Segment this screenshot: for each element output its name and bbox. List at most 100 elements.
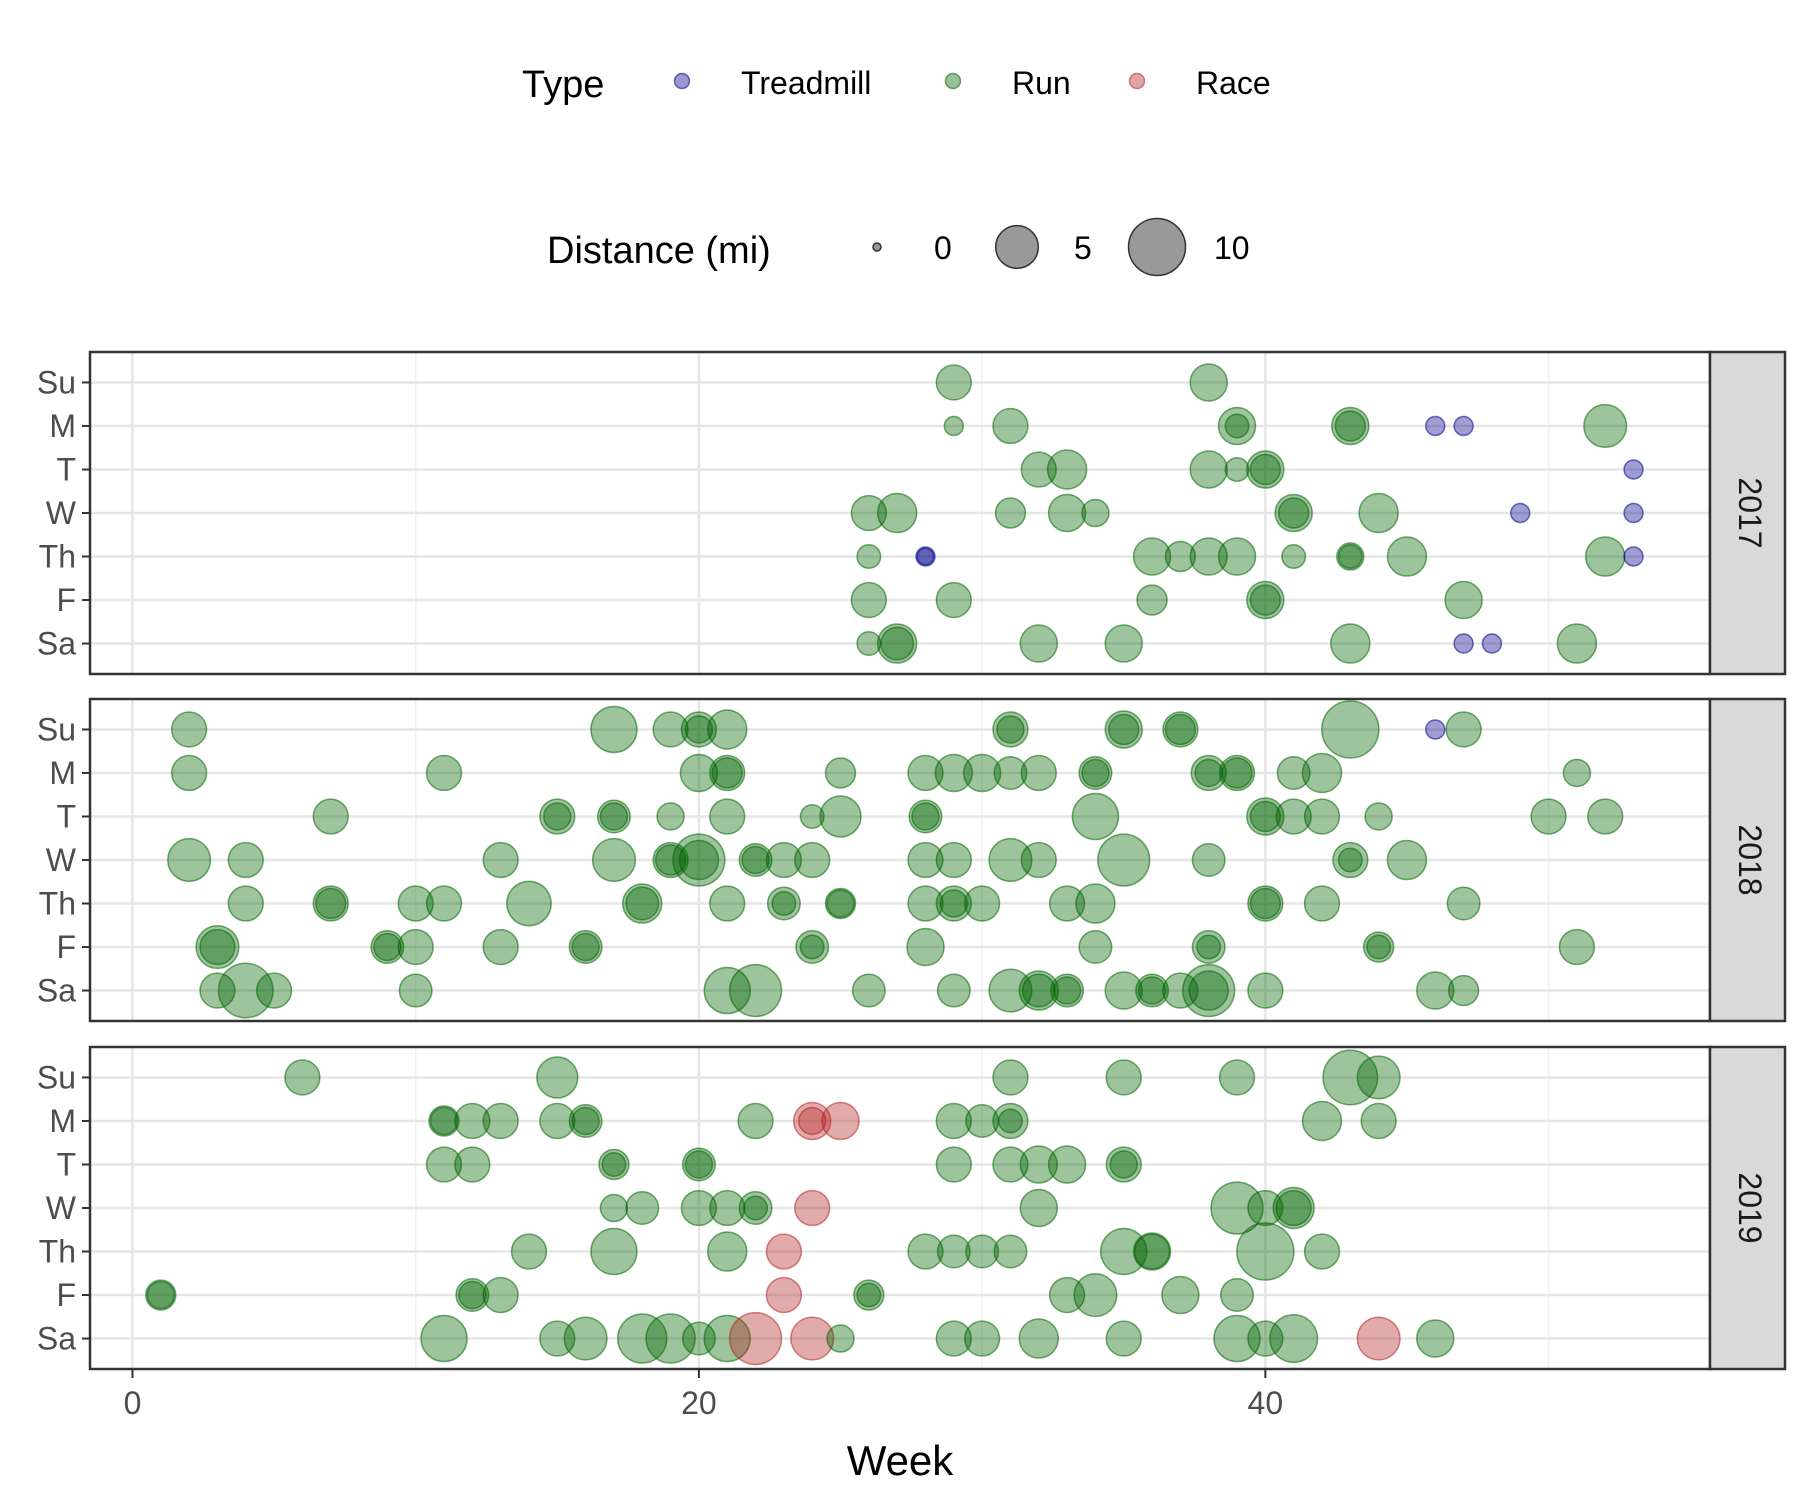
point-2018-run-27 bbox=[1081, 758, 1110, 788]
point-2019-race-51 bbox=[765, 1233, 803, 1270]
point-2019-run-88 bbox=[1247, 1320, 1284, 1357]
point-2017-run-34 bbox=[1217, 537, 1257, 576]
y-tick-label-w: W bbox=[46, 1190, 77, 1226]
point-2019-run-71 bbox=[1161, 1275, 1200, 1315]
x-tick-label-20: 20 bbox=[681, 1385, 717, 1421]
point-2017-run-32 bbox=[1164, 540, 1197, 573]
y-tick-label-t: T bbox=[56, 451, 76, 487]
point-2018-run-43 bbox=[819, 795, 862, 838]
point-2019-run-31 bbox=[992, 1146, 1029, 1183]
point-2017-run-2 bbox=[943, 415, 965, 437]
point-2018-run-135 bbox=[1416, 971, 1455, 1010]
legend-size-circle-0 bbox=[872, 242, 882, 252]
point-2018-run-41 bbox=[709, 798, 746, 835]
point-2018-run-93 bbox=[1075, 883, 1116, 924]
point-2018-run-118 bbox=[398, 973, 433, 1008]
point-2018-run-105 bbox=[571, 932, 600, 962]
point-2018-run-10 bbox=[1162, 711, 1199, 748]
point-2018-run-89 bbox=[935, 885, 972, 922]
point-2019-run-38 bbox=[680, 1189, 718, 1227]
point-2017-run-35 bbox=[1281, 544, 1307, 570]
point-2019-run-55 bbox=[993, 1234, 1028, 1269]
point-2017-run-44 bbox=[1246, 580, 1285, 620]
point-2019-run-67 bbox=[853, 1279, 885, 1311]
point-2017-treadmill-40 bbox=[1623, 546, 1644, 567]
point-2019-race-16 bbox=[797, 1106, 827, 1136]
legend-swatch-race bbox=[1128, 72, 1146, 90]
facet-strip-2019 bbox=[1708, 1045, 1787, 1371]
legend-label-treadmill: Treadmill bbox=[741, 65, 871, 101]
point-2019-run-84 bbox=[963, 1320, 1001, 1357]
point-2019-run-43 bbox=[1019, 1188, 1059, 1228]
point-2017-run-37 bbox=[1337, 544, 1363, 570]
legend-swatch-treadmill bbox=[673, 72, 691, 90]
facet-strip-label-2017: 2017 bbox=[1732, 477, 1768, 548]
point-2018-run-133 bbox=[1188, 970, 1229, 1011]
x-axis-title: Week bbox=[847, 1437, 955, 1484]
point-2017-run-50 bbox=[1019, 624, 1059, 663]
point-2019-run-41 bbox=[743, 1195, 769, 1221]
point-2019-run-34 bbox=[1105, 1146, 1142, 1183]
legend-size-circle-10 bbox=[1127, 217, 1187, 277]
y-tick-label-f: F bbox=[56, 582, 76, 618]
legend-size-circle-5 bbox=[994, 224, 1040, 270]
point-2019-run-50 bbox=[706, 1231, 748, 1272]
point-2019-run-0 bbox=[284, 1059, 321, 1096]
point-2018-run-36 bbox=[539, 798, 576, 835]
point-2018-run-54 bbox=[167, 837, 212, 883]
point-2018-run-21 bbox=[907, 754, 944, 792]
point-2018-run-59 bbox=[654, 844, 687, 876]
point-2018-run-61 bbox=[678, 839, 720, 881]
y-tick-label-t: T bbox=[56, 798, 76, 834]
point-2018-run-77 bbox=[315, 887, 347, 920]
point-2018-run-121 bbox=[851, 973, 886, 1008]
point-2019-run-39 bbox=[709, 1189, 746, 1227]
point-2018-run-74 bbox=[1386, 839, 1428, 881]
point-2018-run-126 bbox=[1050, 973, 1085, 1008]
point-2017-treadmill-17 bbox=[1623, 459, 1644, 480]
point-2017-run-42 bbox=[935, 581, 972, 619]
point-2018-run-123 bbox=[988, 968, 1033, 1013]
point-2019-run-59 bbox=[1236, 1222, 1295, 1281]
point-2019-run-3 bbox=[1105, 1059, 1142, 1096]
point-2019-run-76 bbox=[617, 1313, 668, 1364]
point-2019-run-35 bbox=[1109, 1150, 1138, 1179]
point-2017-run-49 bbox=[880, 626, 915, 661]
point-2017-run-24 bbox=[1277, 497, 1310, 529]
point-2018-run-125 bbox=[1021, 973, 1056, 1008]
point-2017-run-12 bbox=[1046, 449, 1088, 490]
point-2018-run-45 bbox=[911, 802, 940, 831]
point-2017-run-1 bbox=[1189, 363, 1228, 402]
point-2019-run-83 bbox=[935, 1320, 972, 1357]
point-2019-run-10 bbox=[482, 1102, 519, 1140]
point-2018-run-113 bbox=[1366, 934, 1392, 960]
point-2019-run-30 bbox=[935, 1146, 972, 1183]
facet-strip-label-2019: 2019 bbox=[1732, 1172, 1768, 1243]
type-legend: Type Treadmill Run Race bbox=[522, 64, 1271, 106]
panel-2018: Su MTW Th F Sa 2018 bbox=[37, 697, 1787, 1023]
point-2019-run-72 bbox=[1220, 1278, 1255, 1313]
point-2018-run-0 bbox=[170, 711, 208, 748]
distance-legend-title: Distance (mi) bbox=[547, 230, 771, 272]
point-2018-run-109 bbox=[1078, 930, 1113, 965]
point-2019-run-21 bbox=[997, 1108, 1023, 1134]
point-2019-run-79 bbox=[703, 1314, 751, 1363]
point-2018-run-87 bbox=[826, 889, 855, 918]
point-2019-race-66 bbox=[765, 1276, 803, 1314]
point-2018-run-2 bbox=[652, 711, 689, 748]
point-2018-run-28 bbox=[1190, 754, 1227, 792]
point-2018-run-49 bbox=[1275, 798, 1312, 835]
point-2017-treadmill-9 bbox=[1453, 415, 1474, 437]
point-2018-run-96 bbox=[1303, 885, 1341, 922]
point-2018-run-108 bbox=[906, 927, 945, 967]
point-2018-run-44 bbox=[908, 799, 943, 834]
point-2018-run-60 bbox=[672, 833, 726, 887]
y-tick-label-sa: Sa bbox=[37, 973, 76, 1009]
point-2019-run-63 bbox=[455, 1278, 490, 1313]
point-2017-run-28 bbox=[856, 544, 882, 570]
point-2018-run-115 bbox=[199, 972, 236, 1009]
point-2018-run-107 bbox=[799, 934, 825, 960]
point-2017-run-23 bbox=[1274, 493, 1313, 533]
point-2019-run-9 bbox=[454, 1102, 491, 1140]
point-2019-run-37 bbox=[625, 1190, 660, 1226]
